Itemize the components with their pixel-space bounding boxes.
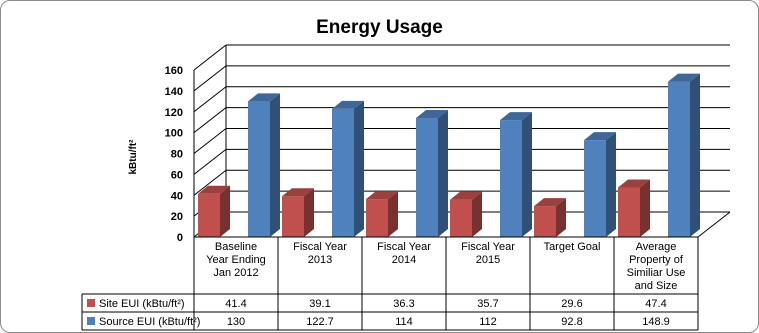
bar-side <box>606 132 616 237</box>
bar-side <box>472 191 482 237</box>
legend-key-site <box>87 299 95 307</box>
category-label: Fiscal Year <box>377 241 431 253</box>
bar-top <box>534 198 566 207</box>
bar-top <box>332 100 364 109</box>
wall-gridline <box>193 86 227 113</box>
bar-site <box>618 187 640 237</box>
legend-label: Source EUI (kBtu/ft²) <box>99 316 200 328</box>
bar-side <box>354 100 364 237</box>
data-table-value: 41.4 <box>225 298 246 310</box>
category-label: and Size <box>635 280 678 292</box>
category-label: 2015 <box>476 254 500 266</box>
bar-side <box>220 185 230 237</box>
data-table-value: 148.9 <box>642 316 670 328</box>
bar-side <box>388 191 398 237</box>
bar-site <box>282 196 304 237</box>
data-table-value: 47.4 <box>645 298 666 310</box>
y-tick-label: 100 <box>165 128 183 140</box>
bar-source <box>500 120 522 237</box>
bar-top <box>282 188 314 197</box>
category-label: 2014 <box>392 254 416 266</box>
data-table-value: 29.6 <box>561 298 582 310</box>
category-label: Fiscal Year <box>461 241 515 253</box>
data-table-value: 92.8 <box>561 316 582 328</box>
y-tick-label: 0 <box>177 232 183 244</box>
data-table-value: 39.1 <box>309 298 330 310</box>
bar-top <box>668 73 700 82</box>
legend-key-source <box>87 317 95 325</box>
wall-gridline <box>193 169 227 196</box>
category-label: 2013 <box>308 254 332 266</box>
data-table-value: 122.7 <box>306 316 334 328</box>
category-label: Similiar Use <box>627 267 686 279</box>
bar-top <box>450 191 482 200</box>
bar-source <box>332 108 354 237</box>
category-label: Year Ending <box>206 254 266 266</box>
bar-top <box>584 132 616 141</box>
bar-source <box>668 81 690 237</box>
bar-site <box>366 199 388 237</box>
bar-site <box>450 199 472 237</box>
bar-top <box>198 185 230 194</box>
data-table-value: 35.7 <box>477 298 498 310</box>
bar-top <box>248 93 280 102</box>
category-label: Average <box>636 241 677 253</box>
legend-label: Site EUI (kBtu/ft²) <box>99 298 185 310</box>
category-label: Target Goal <box>544 241 601 253</box>
y-tick-label: 140 <box>165 86 183 98</box>
wall-gridline <box>193 44 227 71</box>
bar-top <box>500 112 532 121</box>
bar-source <box>416 118 438 237</box>
bar-source <box>584 140 606 237</box>
category-label: Baseline <box>215 241 257 253</box>
y-tick-label: 80 <box>171 149 183 161</box>
bar-top <box>416 110 448 119</box>
bar-side <box>640 179 650 237</box>
data-table-value: 36.3 <box>393 298 414 310</box>
data-table-value: 130 <box>227 316 245 328</box>
y-tick-label: 60 <box>171 169 183 181</box>
wall-gridline <box>193 107 227 134</box>
bar-top <box>366 191 398 200</box>
y-tick-label: 120 <box>165 107 183 119</box>
bar-side <box>690 73 700 237</box>
category-label: Fiscal Year <box>293 241 347 253</box>
data-table-value: 112 <box>479 316 497 328</box>
bar-side <box>270 93 280 237</box>
y-axis-label: kBtu/ft² <box>128 139 139 175</box>
bar-side <box>438 110 448 237</box>
y-tick-label: 160 <box>165 65 183 77</box>
y-tick-label: 40 <box>171 190 183 202</box>
bar-top <box>618 179 650 188</box>
category-label: Property of <box>629 254 684 266</box>
bar-site <box>198 193 220 237</box>
y-tick-label: 20 <box>171 211 183 223</box>
wall-gridline <box>193 148 227 175</box>
bar-side <box>304 188 314 237</box>
category-label: Jan 2012 <box>213 267 258 279</box>
data-table-value: 114 <box>395 316 413 328</box>
bar-source <box>248 101 270 237</box>
bar-side <box>522 112 532 237</box>
floor-right-edge <box>697 211 731 238</box>
wall-gridline <box>193 128 227 154</box>
wall-gridline <box>193 65 227 92</box>
chart-title: Energy Usage <box>316 17 443 38</box>
bar-site <box>534 206 556 237</box>
bar-side <box>556 198 566 237</box>
